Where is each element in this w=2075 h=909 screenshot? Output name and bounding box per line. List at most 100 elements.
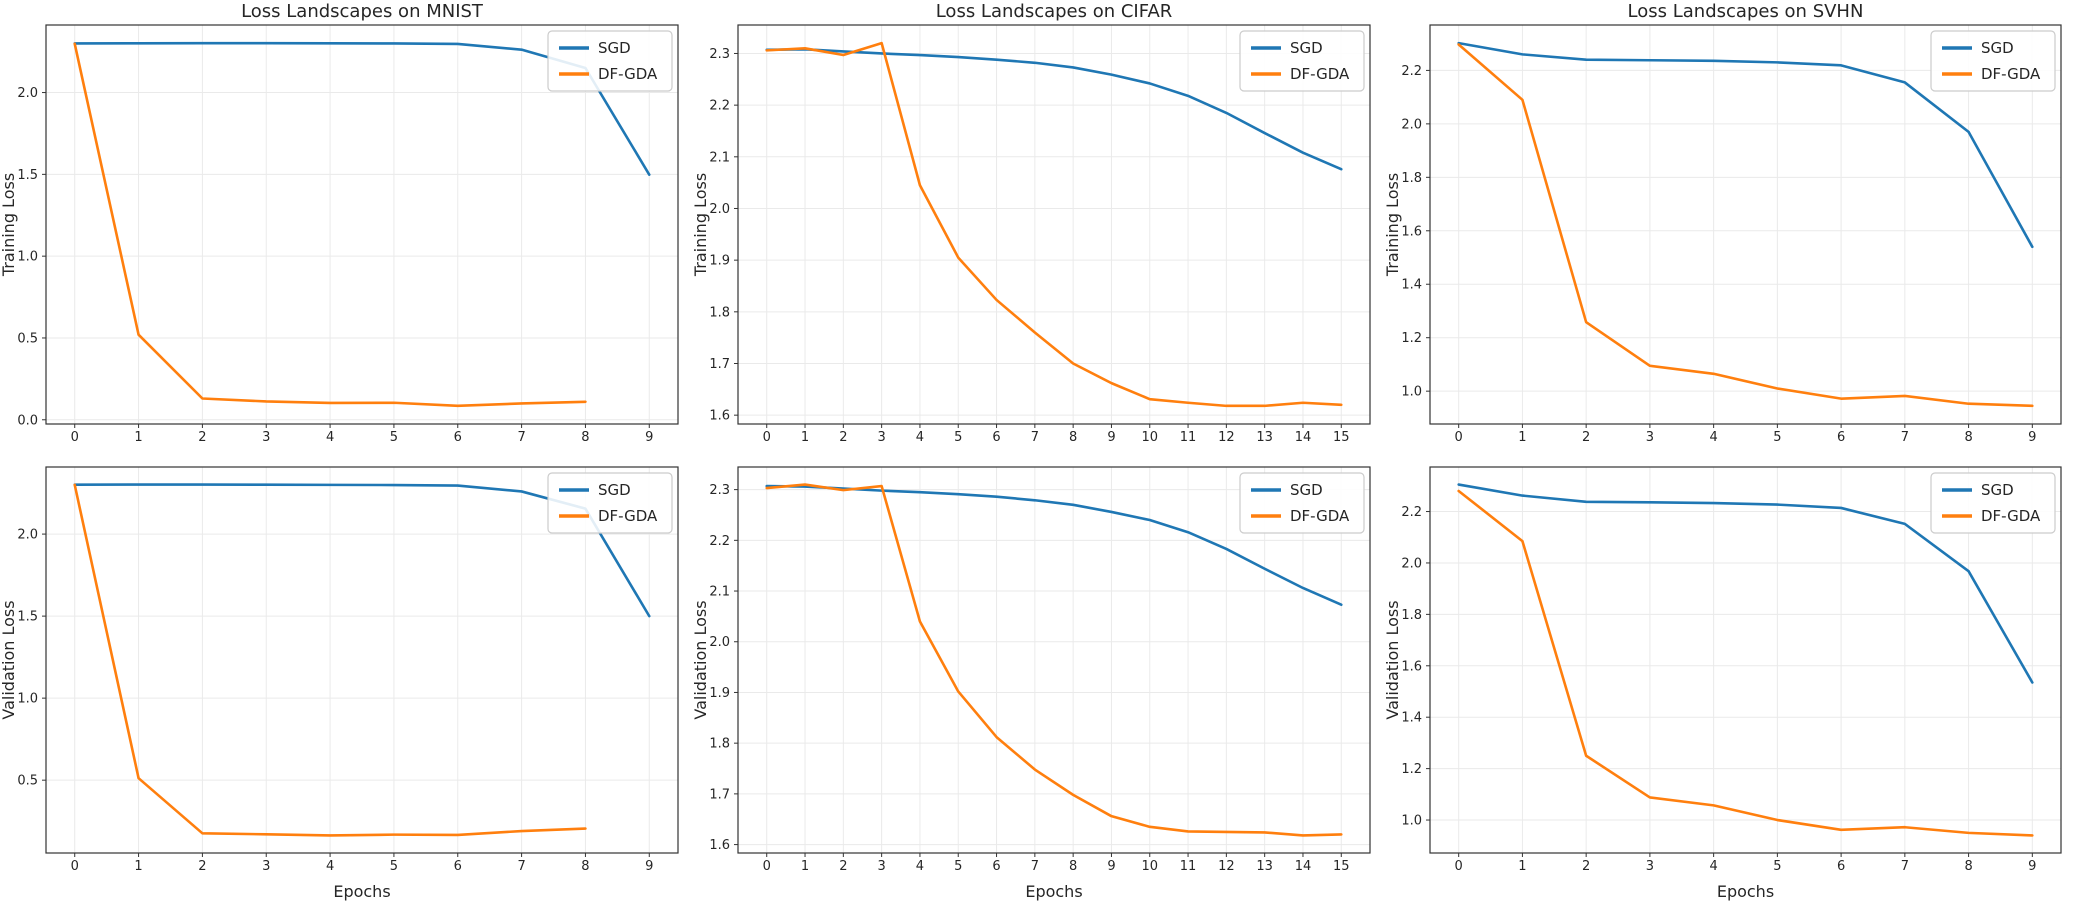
x-tick-label: 6 <box>454 859 462 874</box>
x-tick-label: 12 <box>1218 859 1235 874</box>
chart-mnist-validation-loss: 0 1 2 3 4 5 6 7 8 9 0.5 1.0 1.5 2.0 Validation Loss Epo… <box>0 455 692 909</box>
legend-label-df-gda: DF-GDA <box>1981 507 2041 525</box>
x-tick-label: 5 <box>954 859 962 874</box>
x-tick-label: 3 <box>1646 430 1654 445</box>
x-tick-label: 7 <box>517 859 525 874</box>
y-tick-label: 2.0 <box>709 202 730 217</box>
legend-box <box>1930 472 2056 534</box>
legend-label-sgd: SGD <box>598 39 631 57</box>
subplot-svhn-training: 0 1 2 3 4 5 6 7 8 9 1.0 1.2 1.4 1.6 1.8 2.0 2.2 Loss Land… <box>1384 0 2075 455</box>
y-tick-label: 1.7 <box>709 787 730 802</box>
y-tick-label: 0.5 <box>17 774 38 789</box>
legend: SGD DF-GDA <box>1930 472 2056 534</box>
x-tick-label: 8 <box>1069 859 1077 874</box>
x-tick-label: 10 <box>1141 859 1158 874</box>
chart-svhn-validation-loss: 0 1 2 3 4 5 6 7 8 9 1.0 1.2 1.4 1.6 1.8 2.0 2.2 Validatio… <box>1384 455 2075 909</box>
legend-label-sgd: SGD <box>1290 39 1323 57</box>
y-tick-label: 2.1 <box>709 150 730 165</box>
y-tick-label: 0.5 <box>17 331 38 346</box>
legend: SGD DF-GDA <box>1239 30 1365 92</box>
y-tick-label: 2.3 <box>709 483 730 498</box>
legend-label-sgd: SGD <box>1981 39 2014 57</box>
legend-label-sgd: SGD <box>1981 481 2014 499</box>
series-line-sgd <box>1457 483 2034 684</box>
x-tick-label: 7 <box>1031 430 1039 445</box>
y-tick-label: 1.5 <box>17 168 38 183</box>
axes-spines <box>737 24 1371 425</box>
y-tick-label: 1.8 <box>1401 608 1422 623</box>
x-tick-label: 13 <box>1256 859 1273 874</box>
x-tick-label: 4 <box>916 859 924 874</box>
chart-title: Loss Landscapes on CIFAR <box>936 1 1173 22</box>
x-tick-label: 8 <box>1964 859 1972 874</box>
chart-mnist-training-loss: 0 1 2 3 4 5 6 7 8 9 0.0 0.5 1.0 1.5 2.0 Loss Landscapes… <box>0 0 692 455</box>
x-tick-label: 7 <box>1031 859 1039 874</box>
y-tick-label: 1.8 <box>1401 171 1422 186</box>
x-tick-label: 6 <box>992 859 1000 874</box>
x-tick-label: 2 <box>198 430 206 445</box>
legend-box <box>547 30 673 92</box>
chart-title: Loss Landscapes on MNIST <box>241 1 484 22</box>
y-tick-label: 1.4 <box>1401 711 1422 726</box>
y-tick-label: 2.0 <box>1401 556 1422 571</box>
chart-cifar-training-loss: 0 1 2 3 4 5 6 7 8 9 10 11 12 13 14 151.61.71.81.92.02.1… <box>692 0 1384 455</box>
y-tick-label: 1.8 <box>709 305 730 320</box>
subplot-mnist-validation: 0 1 2 3 4 5 6 7 8 9 0.5 1.0 1.5 2.0 Validation Loss Epo… <box>0 455 692 909</box>
x-tick-label: 4 <box>916 430 924 445</box>
series-line-df-gda <box>765 41 1343 408</box>
axes-spines <box>45 24 679 425</box>
x-tick-label: 1 <box>1518 859 1526 874</box>
x-tick-label: 3 <box>262 430 270 445</box>
x-tick-label: 6 <box>1837 430 1845 445</box>
subplot-cifar-training: 0 1 2 3 4 5 6 7 8 9 10 11 12 13 14 15 1.6 1.7 1.8 1.9 2.0 2.1… <box>692 0 1384 455</box>
legend-box <box>547 472 673 534</box>
x-tick-label: 4 <box>1709 430 1717 445</box>
x-tick-label: 1 <box>134 859 142 874</box>
y-tick-label: 1.2 <box>1401 762 1422 777</box>
x-tick-label: 8 <box>1069 430 1077 445</box>
x-tick-label: 6 <box>1837 859 1845 874</box>
legend-label-df-gda: DF-GDA <box>598 65 658 83</box>
x-tick-label: 11 <box>1180 859 1197 874</box>
y-tick-label: 1.6 <box>1401 659 1422 674</box>
y-axis-label: Validation Loss <box>692 600 710 719</box>
series-line-sgd <box>765 484 1343 607</box>
x-tick-label: 5 <box>390 859 398 874</box>
y-tick-label: 2.0 <box>709 635 730 650</box>
x-tick-label: 5 <box>1773 859 1781 874</box>
subplot-svhn-validation: 0 1 2 3 4 5 6 7 8 9 1.0 1.2 1.4 1.6 1.8 2.0 2.2 Validatio… <box>1384 455 2075 909</box>
series-line-sgd <box>765 48 1343 171</box>
y-tick-label: 1.6 <box>709 838 730 853</box>
y-tick-label: 1.4 <box>1401 278 1422 293</box>
y-tick-label: 1.6 <box>709 409 730 424</box>
axes-spines <box>737 466 1371 854</box>
x-tick-label: 14 <box>1295 430 1312 445</box>
x-axis-label: Epochs <box>333 882 390 901</box>
x-tick-label: 2 <box>1582 430 1590 445</box>
legend-label-sgd: SGD <box>1290 481 1323 499</box>
y-tick-label: 2.2 <box>1401 64 1422 79</box>
y-tick-label: 1.9 <box>709 686 730 701</box>
x-tick-label: 3 <box>877 859 885 874</box>
series-line-df-gda <box>1457 43 2034 408</box>
y-axis-label: Training Loss <box>0 173 18 277</box>
subplot-mnist-training: 0 1 2 3 4 5 6 7 8 9 0.0 0.5 1.0 1.5 2.0 Loss Landscapes… <box>0 0 692 455</box>
y-axis-label: Validation Loss <box>0 600 18 719</box>
x-tick-label: 0 <box>71 859 79 874</box>
legend: SGD DF-GDA <box>1930 30 2056 92</box>
legend-box <box>1239 30 1365 92</box>
x-tick-label: 15 <box>1333 430 1350 445</box>
x-tick-label: 6 <box>454 430 462 445</box>
x-tick-label: 2 <box>839 859 847 874</box>
x-tick-label: 9 <box>2028 859 2036 874</box>
x-tick-label: 2 <box>1582 859 1590 874</box>
x-tick-label: 0 <box>763 859 771 874</box>
x-tick-label: 0 <box>763 430 771 445</box>
legend: SGD DF-GDA <box>547 30 673 92</box>
x-tick-label: 0 <box>71 430 79 445</box>
x-tick-label: 15 <box>1333 859 1350 874</box>
x-tick-label: 5 <box>390 430 398 445</box>
y-tick-label: 0.0 <box>17 413 38 428</box>
x-tick-label: 7 <box>517 430 525 445</box>
